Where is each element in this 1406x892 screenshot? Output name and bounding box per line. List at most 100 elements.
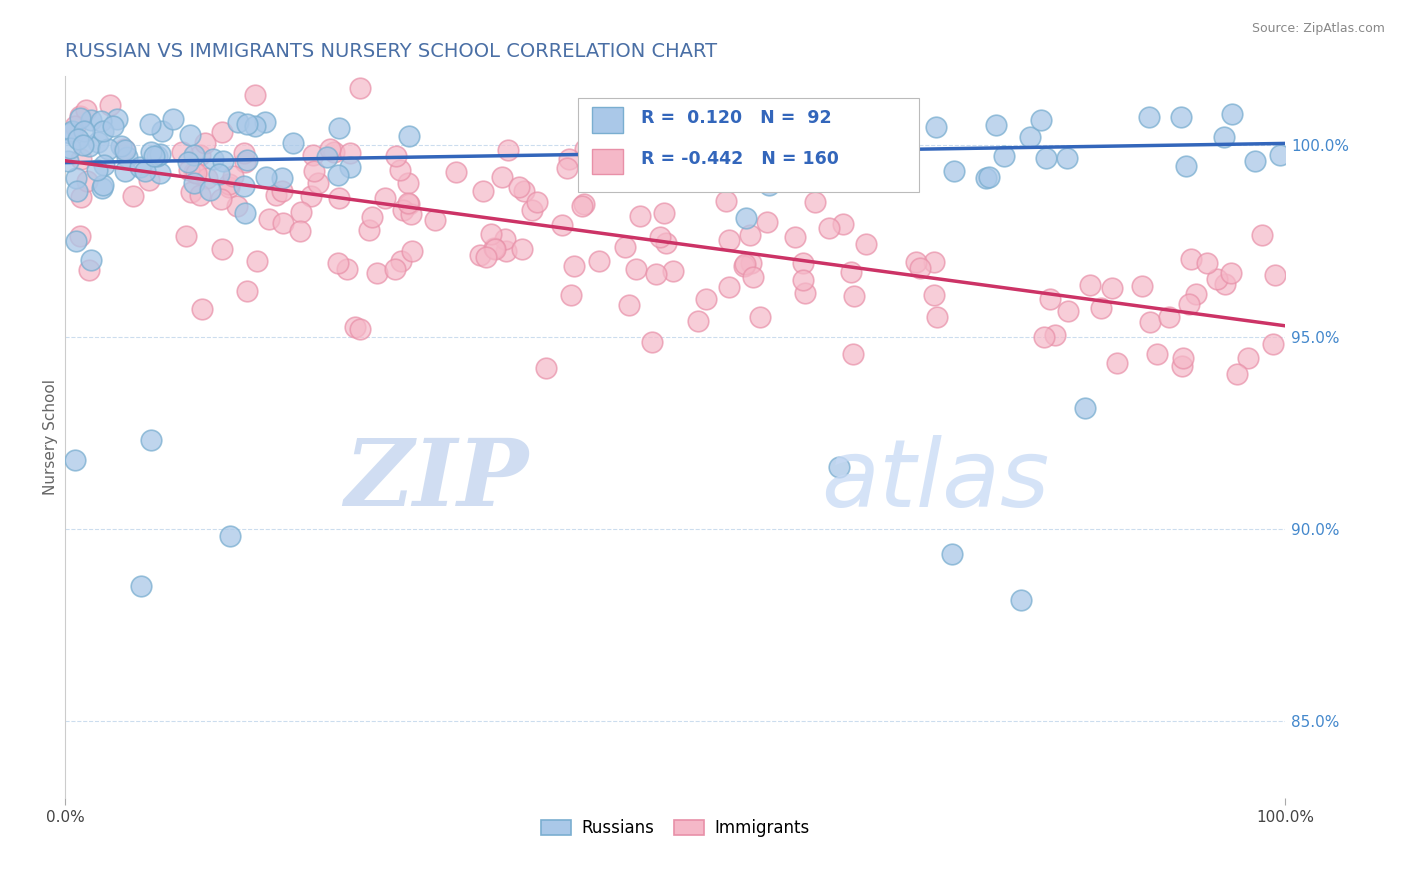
Point	[245, 88, 267, 103]
Point	[236, 153, 259, 168]
Point	[273, 216, 295, 230]
Point	[551, 218, 574, 232]
Point	[974, 171, 997, 186]
Point	[520, 203, 543, 218]
Point	[650, 229, 672, 244]
Point	[496, 143, 519, 157]
Text: R =  0.120   N =  92: R = 0.120 N = 92	[641, 109, 831, 127]
Point	[183, 176, 205, 190]
Point	[211, 243, 233, 257]
Point	[688, 314, 710, 328]
Point	[1033, 329, 1056, 343]
Point	[90, 114, 112, 128]
Point	[1074, 401, 1097, 415]
Point	[121, 188, 143, 202]
Point	[150, 124, 173, 138]
Point	[233, 155, 256, 169]
Point	[1029, 113, 1052, 128]
Point	[398, 128, 420, 143]
Point	[225, 199, 247, 213]
Point	[194, 136, 217, 151]
Point	[110, 138, 132, 153]
Point	[316, 150, 339, 164]
Point	[70, 152, 93, 166]
Point	[1056, 151, 1078, 165]
Point	[491, 170, 513, 185]
Point	[254, 115, 277, 129]
Point	[396, 176, 419, 190]
Point	[59, 126, 82, 140]
Point	[904, 255, 927, 269]
Point	[495, 244, 517, 258]
Point	[1268, 148, 1291, 162]
Point	[1178, 297, 1201, 311]
Point	[401, 244, 423, 259]
Point	[738, 227, 761, 242]
Point	[142, 149, 165, 163]
Point	[1078, 277, 1101, 292]
Point	[1010, 593, 1032, 607]
Point	[246, 253, 269, 268]
Point	[734, 257, 756, 271]
Text: RUSSIAN VS IMMIGRANTS NURSERY SCHOOL CORRELATION CHART: RUSSIAN VS IMMIGRANTS NURSERY SCHOOL COR…	[65, 42, 717, 61]
Point	[114, 164, 136, 178]
Point	[228, 115, 250, 129]
Point	[832, 217, 855, 231]
Point	[344, 320, 367, 334]
Point	[336, 261, 359, 276]
Point	[768, 164, 790, 178]
Point	[1137, 110, 1160, 124]
Point	[783, 230, 806, 244]
Point	[195, 171, 218, 186]
Point	[183, 165, 205, 179]
Point	[318, 143, 340, 157]
Point	[243, 119, 266, 133]
Point	[186, 166, 208, 180]
Point	[1261, 336, 1284, 351]
Point	[841, 265, 863, 279]
Text: atlas: atlas	[821, 435, 1050, 526]
Point	[508, 179, 530, 194]
Point	[349, 322, 371, 336]
Point	[65, 234, 87, 248]
Point	[1213, 129, 1236, 144]
Point	[211, 154, 233, 169]
Point	[115, 151, 138, 165]
Point	[1159, 310, 1181, 324]
Point	[177, 155, 200, 169]
Point	[233, 179, 256, 194]
Point	[301, 148, 323, 162]
Point	[1226, 367, 1249, 381]
Point	[662, 264, 685, 278]
Point	[474, 250, 496, 264]
Point	[170, 145, 193, 159]
Point	[233, 206, 256, 220]
Point	[396, 195, 419, 210]
Point	[1035, 151, 1057, 165]
Point	[792, 273, 814, 287]
Point	[149, 166, 172, 180]
Point	[90, 181, 112, 195]
Point	[1170, 110, 1192, 124]
Point	[423, 213, 446, 227]
Point	[349, 80, 371, 95]
Point	[749, 310, 772, 324]
Point	[588, 253, 610, 268]
Point	[534, 360, 557, 375]
Point	[942, 163, 965, 178]
Point	[792, 256, 814, 270]
Point	[1180, 252, 1202, 266]
Point	[1043, 328, 1066, 343]
Point	[494, 232, 516, 246]
Point	[572, 197, 595, 211]
Point	[399, 206, 422, 220]
Point	[484, 241, 506, 255]
Point	[93, 158, 115, 172]
Point	[555, 161, 578, 175]
Point	[91, 178, 114, 192]
Point	[389, 254, 412, 268]
Point	[138, 173, 160, 187]
Point	[232, 146, 254, 161]
Point	[717, 233, 740, 247]
Point	[188, 188, 211, 202]
